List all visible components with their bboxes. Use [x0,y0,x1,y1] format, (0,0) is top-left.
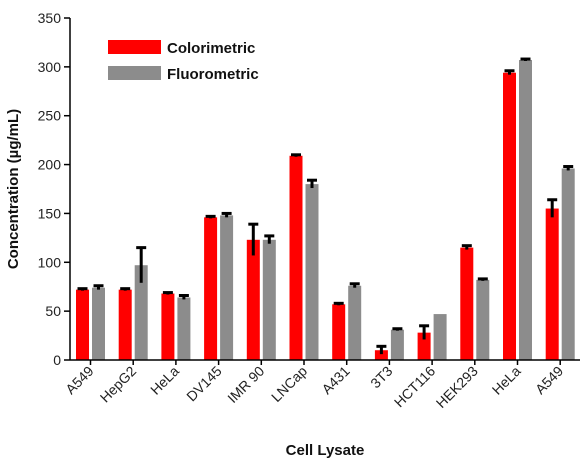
x-tick-label: HeLa [147,363,182,398]
error-bars-group [77,57,574,355]
bar-fluorometric-11 [561,168,575,360]
bar-colorimetric-11 [545,208,559,360]
bar-colorimetric-2 [161,293,175,360]
bar-colorimetric-9 [460,247,474,360]
bar-fluorometric-2 [177,297,191,360]
y-tick-label: 50 [45,303,61,319]
legend-label-colorimetric: Colorimetric [167,40,255,57]
bar-colorimetric-5 [289,155,303,360]
x-tick-label: A431 [318,363,353,398]
y-tick-label: 350 [38,10,62,26]
bar-fluorometric-0 [92,287,105,360]
x-tick-label: A549 [532,363,567,398]
x-tick-label: HCT116 [391,363,439,411]
legend-swatch-fluorometric [108,66,161,80]
y-tick-label: 300 [38,59,62,75]
x-tick-label: LNCap [268,363,310,405]
bar-colorimetric-6 [332,304,346,360]
bar-colorimetric-3 [204,217,218,360]
bar-fluorometric-7 [390,329,404,360]
bars-group [76,60,575,360]
y-tick-label: 0 [53,352,61,368]
bar-colorimetric-0 [76,289,89,360]
bar-colorimetric-7 [374,350,388,360]
y-tick-label: 250 [38,108,62,124]
bar-fluorometric-10 [519,60,532,360]
y-tick-label: 150 [38,205,62,221]
x-tick-label: HeLa [489,363,524,398]
legend-label-fluorometric: Fluorometric [167,66,259,83]
bar-fluorometric-1 [134,265,148,360]
x-ticks-group: A549 HepG2 HeLa DV145 IMR 90 LNCap A431 3T3HCT1… [62,360,566,411]
bar-fluorometric-9 [476,279,490,360]
bar-fluorometric-6 [348,285,362,360]
bar-fluorometric-8 [433,314,447,360]
bar-colorimetric-4 [246,239,260,360]
y-tick-label: 100 [38,254,62,270]
y-axis-title: Concentration (µg/mL) [5,109,22,269]
x-tick-label: HepG2 [97,363,140,406]
bar-fluorometric-5 [305,184,319,360]
y-ticks-group: 0 50 100 150 200 250 300 350 [38,10,70,368]
x-tick-label: HEK293 [433,363,481,411]
x-tick-label: 3T3 [367,363,396,392]
bar-fluorometric-3 [220,215,234,360]
bar-colorimetric-8 [417,332,431,360]
x-tick-label: A549 [62,363,97,398]
x-tick-label: DV145 [183,363,225,405]
y-tick-label: 200 [38,157,62,173]
x-axis-title: Cell Lysate [286,442,365,459]
bar-colorimetric-1 [118,289,132,360]
x-tick-label: IMR 90 [224,363,267,406]
bar-colorimetric-10 [503,72,516,360]
legend: Colorimetric Fluorometric [108,40,259,83]
bar-fluorometric-4 [262,239,276,360]
legend-swatch-colorimetric [108,40,161,54]
axes-group [69,18,580,361]
